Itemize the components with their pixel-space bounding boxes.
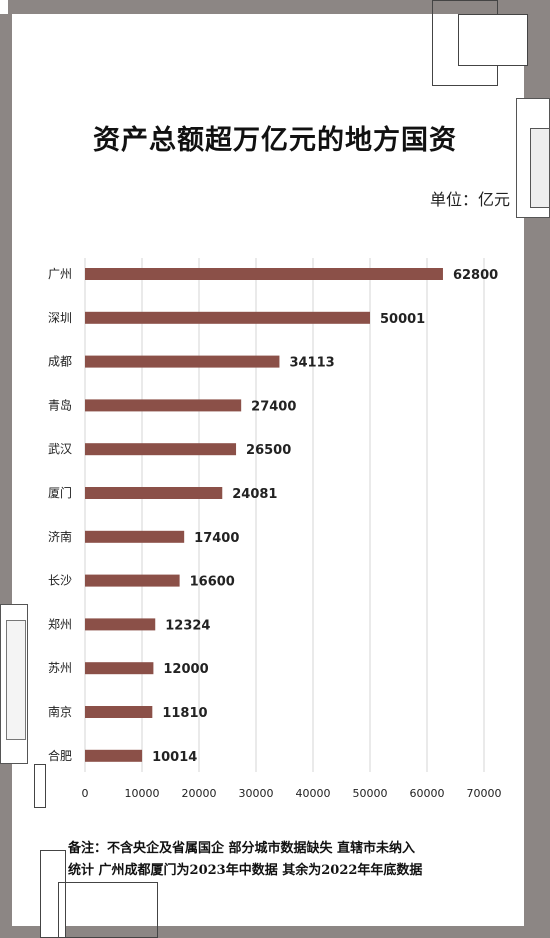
category-label: 厦门 [48,485,72,500]
chart-title: 资产总额超万亿元的地方国资 [93,125,457,156]
category-label: 武汉 [48,442,72,456]
category-label: 成都 [48,355,72,369]
chart-card [12,14,524,926]
category-label: 深圳 [48,311,72,325]
value-label: 10014 [152,750,197,765]
category-label: 苏州 [48,661,72,675]
x-tick-label: 70000 [467,787,502,800]
frame-deco-left-small [34,764,46,808]
bar-0 [85,268,443,280]
footnote: 备注：不含央企及省属国企 部分城市数据缺失 直辖市未纳入 统计 广州成都厦门为2… [68,838,520,882]
bars [85,268,443,762]
footnote-line-1: 备注：不含央企及省属国企 部分城市数据缺失 直辖市未纳入 [68,841,416,856]
frame-deco-left-box-2 [6,620,26,740]
category-label: 济南 [48,529,72,544]
bar-2 [85,355,280,368]
value-label: 12324 [165,618,210,633]
unit-label: 单位：亿元 [429,190,510,209]
category-label: 广州 [48,267,72,281]
x-tick-label: 10000 [125,787,160,800]
x-tick-label: 60000 [410,787,445,800]
bar-7 [85,574,180,587]
grid-lines [84,258,485,772]
bar-chart: 广州 62800 深圳 50001 成都 34113 青岛 27400 武汉 26500 厦门 240… [48,258,502,800]
value-label: 12000 [163,662,208,677]
bar-5 [85,487,223,499]
footnote-line-2: 统计 广州成都厦门为2023年中数据 其余为2022年年底数据 [68,863,423,878]
x-tick-label: 0 [82,787,89,800]
value-label: 34113 [289,356,334,371]
value-label: 27400 [251,399,296,414]
bar-4 [85,443,237,456]
value-label: 17400 [194,531,239,546]
bar-8 [85,618,156,631]
bar-3 [85,399,242,412]
bar-11 [85,749,143,762]
category-label: 长沙 [48,574,72,588]
bar-9 [85,662,154,675]
x-tick-label: 40000 [296,787,331,800]
value-label: 24081 [232,487,277,502]
x-tick-label: 20000 [182,787,217,800]
x-axis-ticks: 0 10000 20000 30000 40000 50000 60000 70000 [82,787,502,800]
category-label: 南京 [48,704,72,719]
category-label: 青岛 [48,397,72,412]
frame-deco-top-right-box-2 [458,14,528,66]
value-label: 26500 [246,443,291,458]
x-tick-label: 30000 [239,787,274,800]
bar-1 [85,311,371,324]
category-label: 合肥 [48,748,72,763]
value-label: 16600 [190,575,235,590]
value-label: 11810 [162,706,207,721]
frame-outline-top-left [0,0,8,14]
frame-deco-bottom-left-box-2 [58,882,158,938]
bar-6 [85,530,185,543]
category-label: 郑州 [48,616,72,631]
labels: 广州 62800 深圳 50001 成都 34113 青岛 27400 武汉 26500 厦门 240… [48,267,498,765]
value-label: 50001 [380,312,425,327]
value-label: 62800 [453,268,498,283]
x-tick-label: 50000 [353,787,388,800]
bar-10 [85,706,153,718]
